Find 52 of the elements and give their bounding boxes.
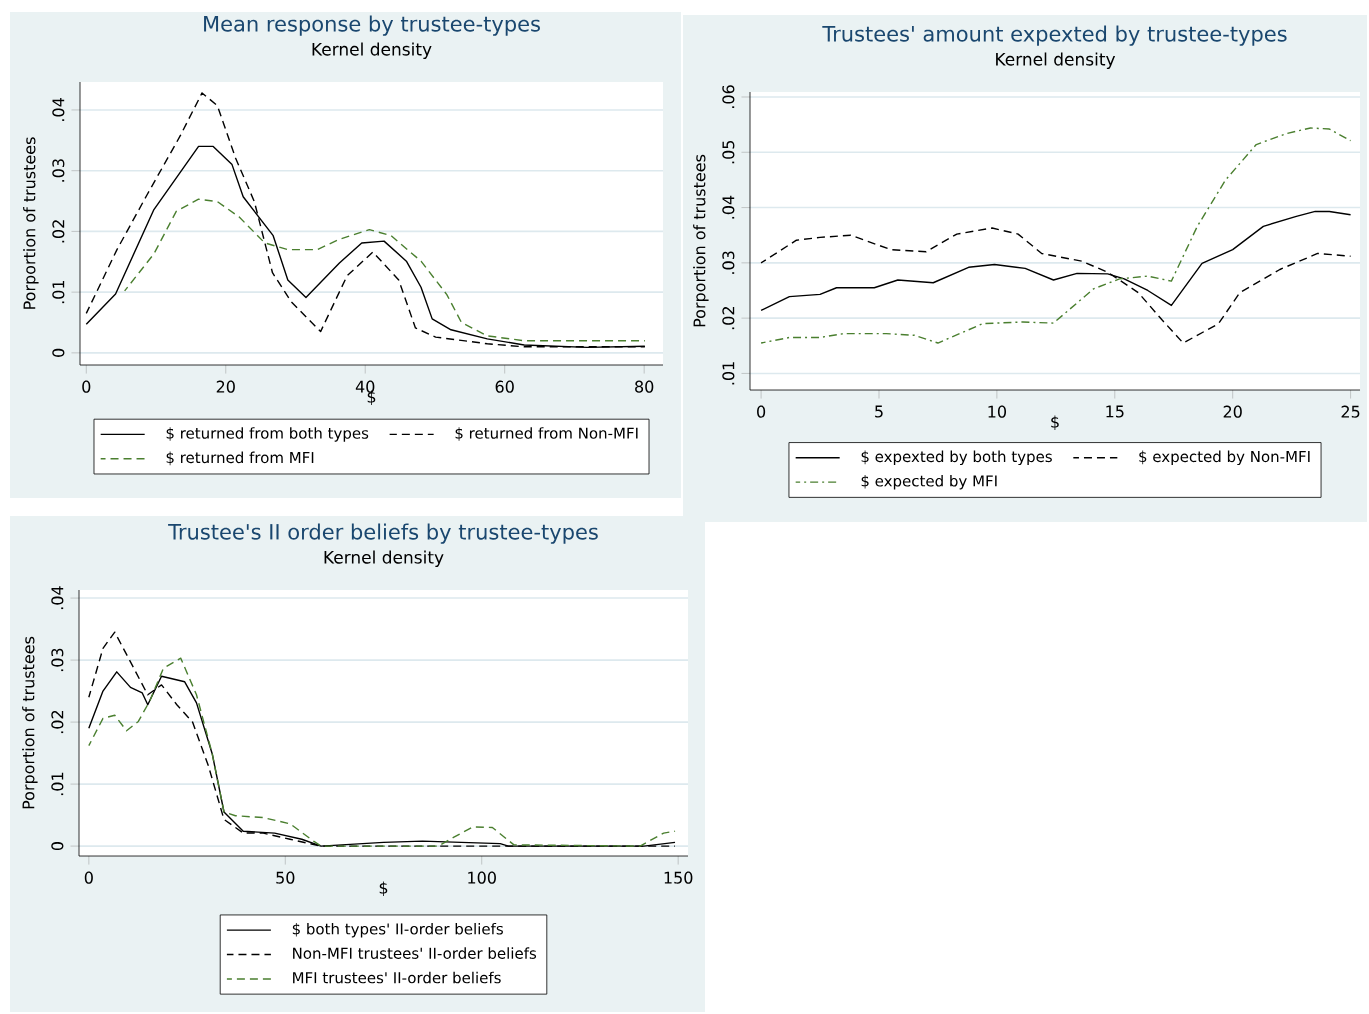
x-tick-label: 0 [757, 405, 766, 418]
y-tick-label: .02 [722, 307, 735, 330]
y-tick-label: .04 [52, 98, 65, 121]
chart-title: Mean response by trustee-types [204, 15, 540, 36]
y-tick-label: .04 [722, 195, 735, 219]
y-tick-label: .02 [51, 710, 64, 734]
y-axis-title: Porportion of trustees [693, 154, 709, 327]
y-axis-title: Porportion of trustees [23, 137, 39, 309]
legend-label: $ expected by Non-MFI [1139, 450, 1310, 466]
legend-label: Non-MFI trustees' II-order beliefs [293, 947, 537, 959]
x-tick-label: 150 [664, 871, 693, 884]
x-tick-label: 60 [495, 380, 514, 393]
legend-label: $ expected by MFI [861, 474, 997, 490]
legend-label: $ both types' II-order beliefs [292, 922, 503, 938]
x-axis-title: $ [1051, 415, 1059, 430]
x-tick-label: 5 [875, 405, 883, 418]
legend-label: $ returned from MFI [166, 451, 314, 466]
y-tick-label: .02 [52, 220, 65, 243]
x-tick-label: 15 [1106, 405, 1124, 418]
y-tick-label: .03 [51, 648, 64, 672]
x-axis-title: $ [379, 881, 388, 896]
x-tick-label: 20 [1223, 405, 1242, 418]
x-tick-label: 0 [82, 380, 91, 393]
legend-label: MFI trustees' II-order beliefs [293, 971, 501, 984]
x-tick-label: 100 [468, 871, 496, 884]
x-tick-label: 20 [216, 380, 235, 393]
chart-title: Trustees' amount expexted by trustee-types [822, 25, 1287, 46]
line-series [123, 198, 646, 342]
x-tick-label: 80 [635, 380, 654, 393]
x-tick-label: 0 [84, 871, 93, 884]
x-tick-label: 10 [988, 405, 1007, 418]
y-tick-label: .04 [51, 586, 64, 610]
y-tick-label: .01 [722, 362, 735, 385]
chart-title: Trustee's II order beliefs by trustee-types [168, 523, 598, 544]
y-tick-label: .03 [52, 159, 65, 182]
legend-label: $ expexted by both types [861, 450, 1052, 466]
y-tick-label: 0 [51, 842, 64, 851]
y-tick-label: .01 [52, 280, 65, 304]
legend-label: $ returned from Non-MFI [455, 427, 638, 441]
y-axis-title: Porportion of trustees [22, 636, 38, 809]
chart-subtitle: Kernel density [996, 52, 1116, 69]
x-tick-label: 25 [1341, 405, 1360, 418]
line-series [760, 127, 1352, 344]
legend-label: $ returned from both types [166, 427, 369, 442]
y-tick-label: .06 [722, 85, 735, 108]
y-tick-label: .05 [722, 140, 735, 164]
chart-subtitle: Kernel density [324, 550, 444, 567]
y-tick-label: 0 [52, 348, 65, 357]
y-tick-label: .01 [51, 772, 64, 796]
y-tick-label: .03 [722, 251, 735, 274]
x-tick-label: 50 [276, 871, 295, 884]
chart-subtitle: Kernel density [312, 42, 432, 59]
